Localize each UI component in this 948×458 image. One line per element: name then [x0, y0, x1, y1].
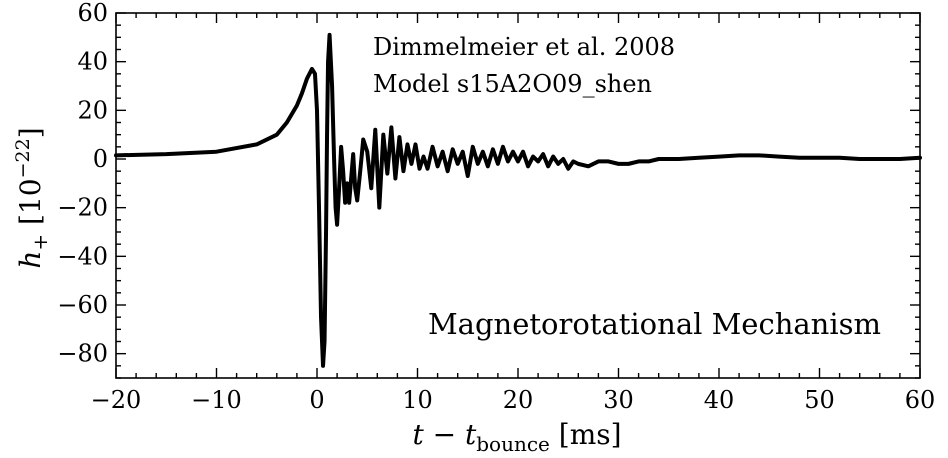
y-axis-label-main: h — [14, 251, 47, 269]
x-axis-label-sub: bounce — [476, 432, 550, 456]
y-axis-label-exp: −22 — [12, 138, 34, 178]
x-axis-label-main: t − t — [412, 418, 477, 451]
y-tick-labels: −80 −60 −40 −20 0 20 40 60 — [57, 0, 108, 368]
y-axis-label-unit: [10 — [14, 178, 47, 233]
y-tick-label: −20 — [57, 194, 108, 222]
x-tick-labels: −20 −10 0 10 20 30 40 50 60 — [91, 386, 936, 414]
x-tick-label: −20 — [91, 386, 142, 414]
x-axis-label-unit: [ms] — [550, 418, 622, 451]
y-tick-label: 60 — [77, 0, 108, 27]
x-axis-label: t − tbounce [ms] — [412, 418, 621, 456]
plot-frame — [115, 12, 921, 379]
y-tick-label: −40 — [57, 242, 108, 270]
x-tick-label: −10 — [191, 386, 242, 414]
x-tick-label: 20 — [503, 386, 534, 414]
y-tick-label: 0 — [93, 145, 108, 173]
x-tick-label: 30 — [603, 386, 634, 414]
reference-line2: Model s15A2O09_shen — [373, 70, 652, 98]
mechanism-label: Magnetorotational Mechanism — [428, 307, 881, 341]
x-tick-label: 10 — [402, 386, 433, 414]
x-tick-label: 50 — [804, 386, 835, 414]
reference-line1: Dimmelmeier et al. 2008 — [373, 33, 675, 61]
y-tick-label: 20 — [77, 96, 108, 124]
y-tick-label: 40 — [77, 48, 108, 76]
y-axis-label-close: ] — [14, 127, 47, 138]
x-tick-label: 40 — [704, 386, 735, 414]
y-axis-label: h+ [10−22] — [12, 127, 52, 268]
x-tick-label: 60 — [905, 386, 936, 414]
y-axis-label-sub: + — [28, 234, 52, 251]
y-tick-label: −80 — [57, 340, 108, 368]
x-tick-label: 0 — [309, 386, 324, 414]
waveform-line — [114, 32, 922, 368]
x-ticks — [115, 13, 921, 378]
y-tick-label: −60 — [57, 291, 108, 319]
